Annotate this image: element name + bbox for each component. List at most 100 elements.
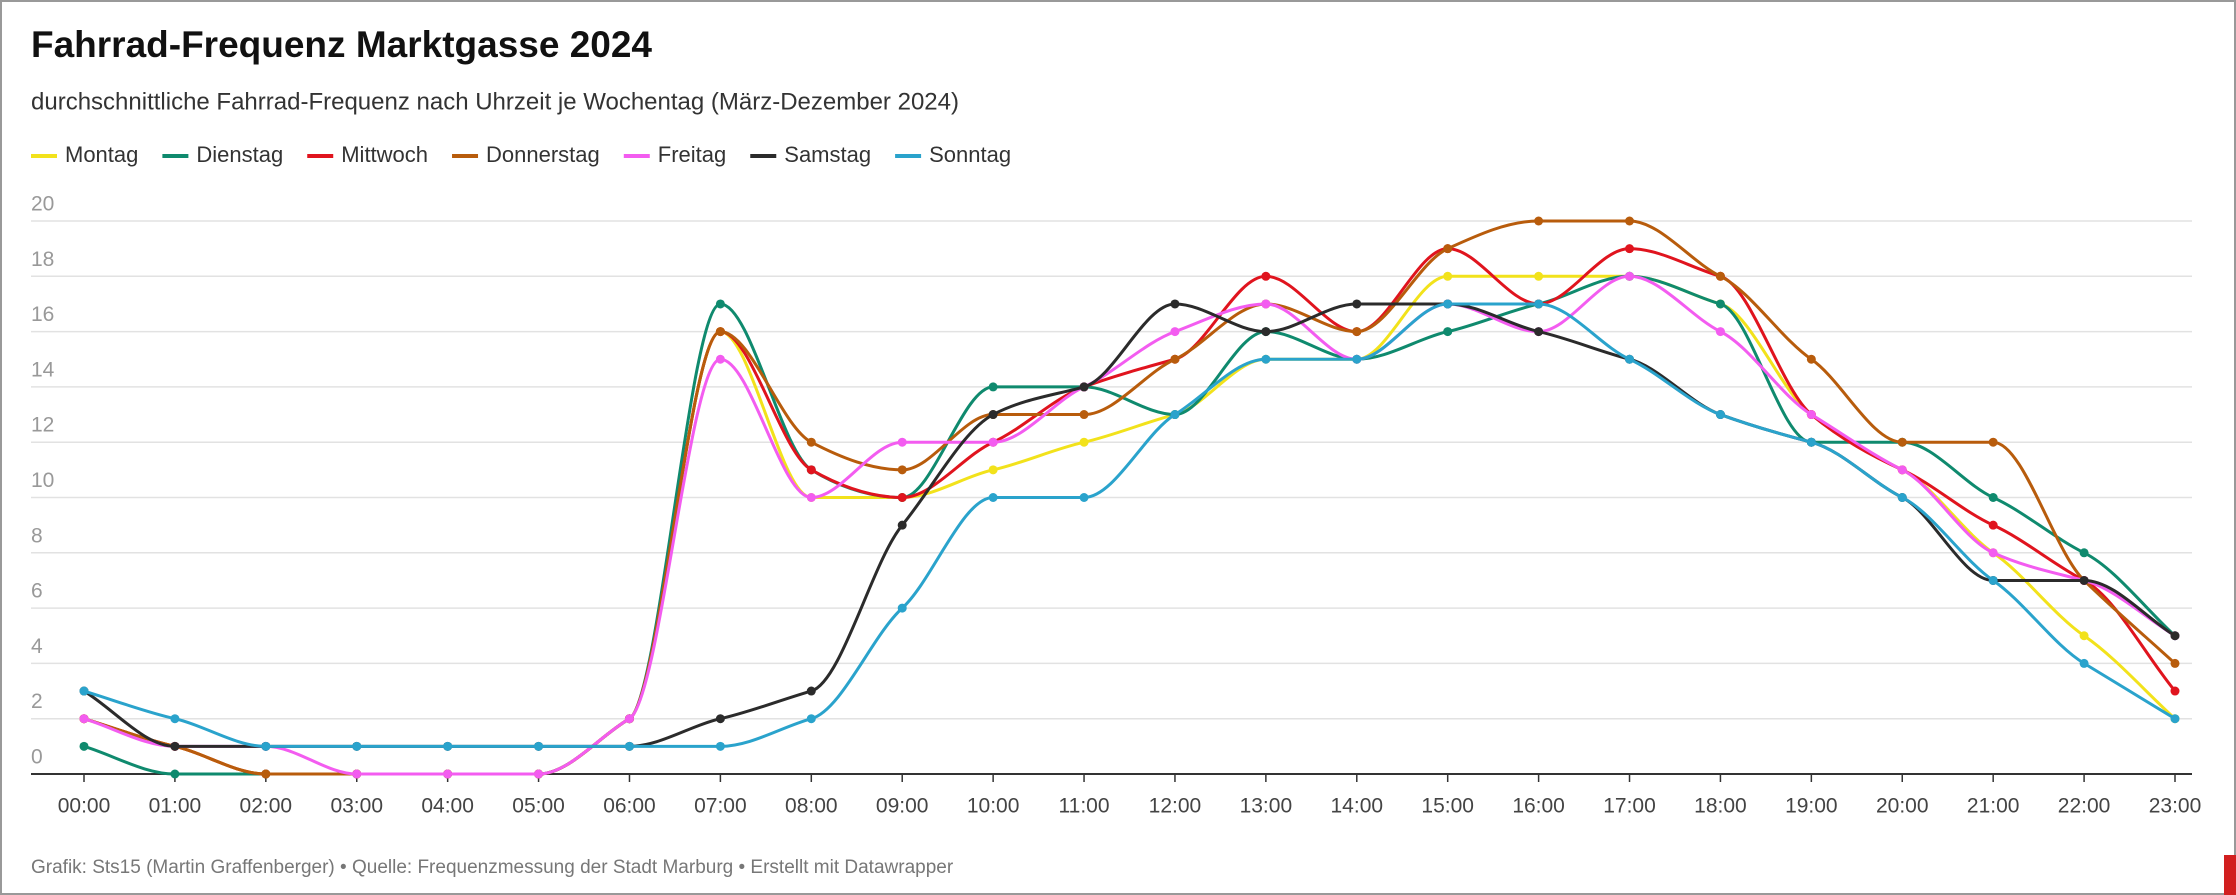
series-dot xyxy=(1625,271,1635,281)
x-tick-label: 16:00 xyxy=(1512,795,1565,818)
y-tick-label: 18 xyxy=(31,248,54,271)
legend-label: Sonntag xyxy=(929,142,1011,167)
series-dot xyxy=(1988,493,1998,502)
series-dot xyxy=(2079,548,2089,558)
x-tick-label: 19:00 xyxy=(1785,795,1838,818)
series-dot xyxy=(1988,575,1998,585)
legend-label: Samstag xyxy=(784,142,871,167)
series-dot xyxy=(1261,327,1271,337)
series-dot xyxy=(443,741,453,751)
series-dot xyxy=(261,741,271,751)
series-dot xyxy=(1715,410,1725,420)
x-tick-label: 00:00 xyxy=(58,795,111,818)
series-dot xyxy=(988,465,998,475)
series-dot xyxy=(897,493,907,502)
series-dot xyxy=(1715,327,1725,337)
series-dot xyxy=(79,686,89,696)
series-dot xyxy=(2170,658,2180,668)
series-dot xyxy=(79,714,89,724)
series-dot xyxy=(1897,437,1907,447)
series-dot xyxy=(806,714,816,724)
series-dot xyxy=(2079,575,2089,585)
series-dot xyxy=(1443,271,1453,281)
x-tick-label: 09:00 xyxy=(876,795,929,818)
series-dot xyxy=(170,769,180,779)
x-tick-label: 23:00 xyxy=(2149,795,2202,818)
series-dot xyxy=(1988,548,1998,558)
series-dot xyxy=(1443,244,1453,254)
legend-label: Dienstag xyxy=(196,142,283,167)
x-tick-label: 10:00 xyxy=(967,795,1020,818)
series-dot xyxy=(1534,327,1544,337)
series-dot xyxy=(988,410,998,420)
series-dot xyxy=(988,437,998,447)
series-dot xyxy=(897,465,907,475)
x-tick-label: 04:00 xyxy=(421,795,474,818)
x-tick-label: 05:00 xyxy=(512,795,565,818)
x-tick-label: 21:00 xyxy=(1967,795,2020,818)
series-dot xyxy=(352,769,362,779)
series-dot xyxy=(2170,686,2180,696)
series-dot xyxy=(1715,271,1725,281)
series-dot xyxy=(1534,299,1544,309)
x-tick-label: 22:00 xyxy=(2058,795,2111,818)
series-dot xyxy=(1261,271,1271,281)
series-dot xyxy=(624,714,634,724)
x-tick-label: 07:00 xyxy=(694,795,747,818)
series-dot xyxy=(2079,658,2089,668)
x-tick-label: 02:00 xyxy=(240,795,293,818)
series-dot xyxy=(715,741,725,751)
series-dot xyxy=(1988,520,1998,530)
x-tick-label: 20:00 xyxy=(1876,795,1929,818)
series-dot xyxy=(1170,354,1180,364)
series-dot xyxy=(715,714,725,724)
x-tick-label: 06:00 xyxy=(603,795,656,818)
x-tick-label: 08:00 xyxy=(785,795,838,818)
series-dot xyxy=(170,741,180,751)
series-dot xyxy=(1079,437,1089,447)
x-tick-label: 14:00 xyxy=(1331,795,1384,818)
series-dot xyxy=(806,493,816,502)
series-dot xyxy=(1352,327,1362,337)
series-dot xyxy=(2170,714,2180,724)
x-tick-label: 17:00 xyxy=(1603,795,1656,818)
series-dot xyxy=(897,437,907,447)
x-tick-label: 13:00 xyxy=(1240,795,1293,818)
series-dot xyxy=(79,741,89,751)
series-dot xyxy=(1170,410,1180,420)
series-dot xyxy=(1352,299,1362,309)
y-tick-label: 14 xyxy=(31,358,55,381)
series-dot xyxy=(1261,299,1271,309)
series-dot xyxy=(1806,354,1816,364)
y-tick-label: 2 xyxy=(31,690,43,713)
y-tick-label: 8 xyxy=(31,524,43,547)
series-dot xyxy=(1170,299,1180,309)
series-dot xyxy=(1443,327,1453,337)
x-tick-label: 15:00 xyxy=(1421,795,1474,818)
y-tick-label: 0 xyxy=(31,746,43,769)
legend-label: Mittwoch xyxy=(341,142,428,167)
series-dot xyxy=(715,327,725,337)
legend-label: Montag xyxy=(65,142,138,167)
x-tick-label: 03:00 xyxy=(330,795,383,818)
series-dot xyxy=(1897,493,1907,502)
x-tick-label: 01:00 xyxy=(149,795,202,818)
series-dot xyxy=(1079,382,1089,392)
y-tick-label: 12 xyxy=(31,414,54,437)
series-dot xyxy=(1261,354,1271,364)
series-dot xyxy=(443,769,453,779)
series-dot xyxy=(2170,631,2180,641)
series-dot xyxy=(1715,299,1725,309)
x-tick-label: 12:00 xyxy=(1149,795,1202,818)
series-dot xyxy=(988,382,998,392)
chart-title: Fahrrad-Frequenz Marktgasse 2024 xyxy=(31,24,652,65)
series-dot xyxy=(1352,354,1362,364)
legend-label: Donnerstag xyxy=(486,142,600,167)
series-dot xyxy=(1625,244,1635,254)
corner-mark xyxy=(2224,855,2236,895)
series-dot xyxy=(624,741,634,751)
series-dot xyxy=(1897,465,1907,475)
